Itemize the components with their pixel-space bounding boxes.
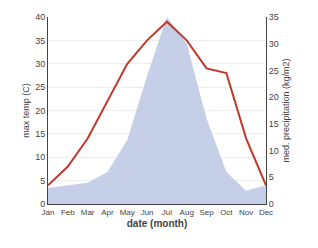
svg-text:Jun: Jun: [141, 208, 154, 217]
svg-text:10: 10: [35, 152, 45, 162]
svg-text:Mar: Mar: [81, 208, 95, 217]
svg-text:Nov: Nov: [239, 208, 253, 217]
svg-text:25: 25: [269, 66, 279, 76]
svg-text:Feb: Feb: [61, 208, 75, 217]
svg-text:Dec: Dec: [259, 208, 273, 217]
svg-text:25: 25: [35, 82, 45, 92]
svg-text:Jan: Jan: [42, 208, 55, 217]
svg-text:Jul: Jul: [162, 208, 172, 217]
svg-text:Aug: Aug: [180, 208, 194, 217]
svg-text:15: 15: [269, 119, 279, 129]
svg-text:5: 5: [40, 176, 45, 186]
svg-text:20: 20: [35, 106, 45, 116]
svg-text:max temp (C): max temp (C): [21, 83, 31, 138]
svg-text:May: May: [120, 208, 135, 217]
svg-text:0: 0: [269, 199, 274, 209]
svg-text:10: 10: [269, 146, 279, 156]
svg-text:Oct: Oct: [220, 208, 233, 217]
svg-text:20: 20: [269, 92, 279, 102]
svg-text:15: 15: [35, 129, 45, 139]
svg-text:Apr: Apr: [101, 208, 114, 217]
svg-text:40: 40: [35, 12, 45, 22]
svg-text:0: 0: [40, 199, 45, 209]
svg-text:date (month): date (month): [127, 218, 188, 229]
svg-text:Sep: Sep: [199, 208, 214, 217]
svg-text:med. precipitation (kg/m2): med. precipitation (kg/m2): [281, 58, 291, 162]
svg-text:30: 30: [35, 59, 45, 69]
svg-text:35: 35: [269, 12, 279, 22]
svg-text:30: 30: [269, 39, 279, 49]
svg-text:35: 35: [35, 36, 45, 46]
svg-text:5: 5: [269, 172, 274, 182]
